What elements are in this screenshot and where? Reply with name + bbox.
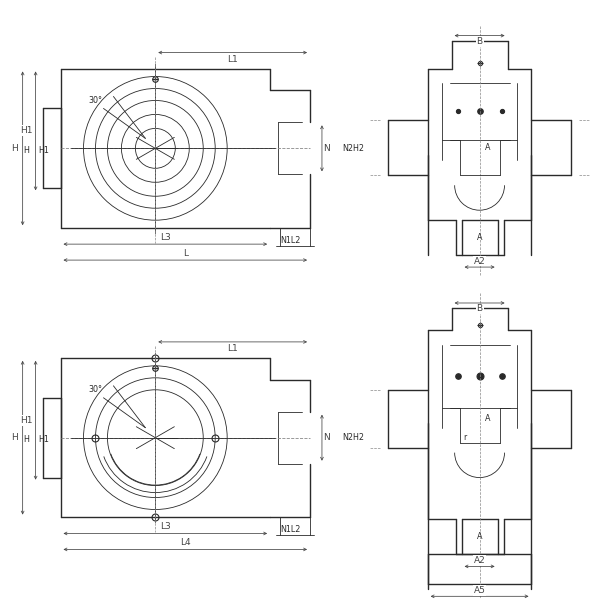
Text: N2H2: N2H2: [342, 144, 364, 153]
Text: A: A: [477, 233, 482, 242]
Text: A2: A2: [474, 257, 485, 266]
Text: N1L2: N1L2: [280, 236, 300, 245]
Text: H: H: [23, 435, 29, 444]
Text: N: N: [323, 433, 331, 442]
Text: L3: L3: [160, 522, 170, 531]
Text: A: A: [477, 532, 482, 541]
Text: B: B: [476, 304, 482, 313]
Text: H: H: [23, 146, 29, 155]
Text: N1L2: N1L2: [280, 525, 300, 534]
Text: A: A: [485, 143, 490, 152]
Text: H1: H1: [20, 127, 33, 136]
Text: 30°: 30°: [88, 96, 103, 105]
Text: B: B: [476, 37, 482, 46]
Text: r: r: [463, 433, 466, 442]
Text: A2: A2: [474, 556, 485, 565]
Text: L1: L1: [227, 344, 238, 353]
Text: L: L: [183, 248, 188, 257]
Text: N2H2: N2H2: [342, 433, 364, 442]
Text: H1: H1: [20, 416, 33, 425]
Text: H: H: [11, 433, 18, 442]
Text: H1: H1: [38, 146, 49, 155]
Text: A5: A5: [473, 586, 485, 595]
Text: H: H: [11, 144, 18, 153]
Text: N: N: [323, 144, 331, 153]
Text: L3: L3: [160, 233, 170, 242]
Text: H1: H1: [38, 435, 49, 444]
Text: L1: L1: [227, 55, 238, 64]
Text: 30°: 30°: [88, 385, 103, 394]
Text: A: A: [485, 414, 490, 423]
Text: L4: L4: [180, 538, 191, 547]
